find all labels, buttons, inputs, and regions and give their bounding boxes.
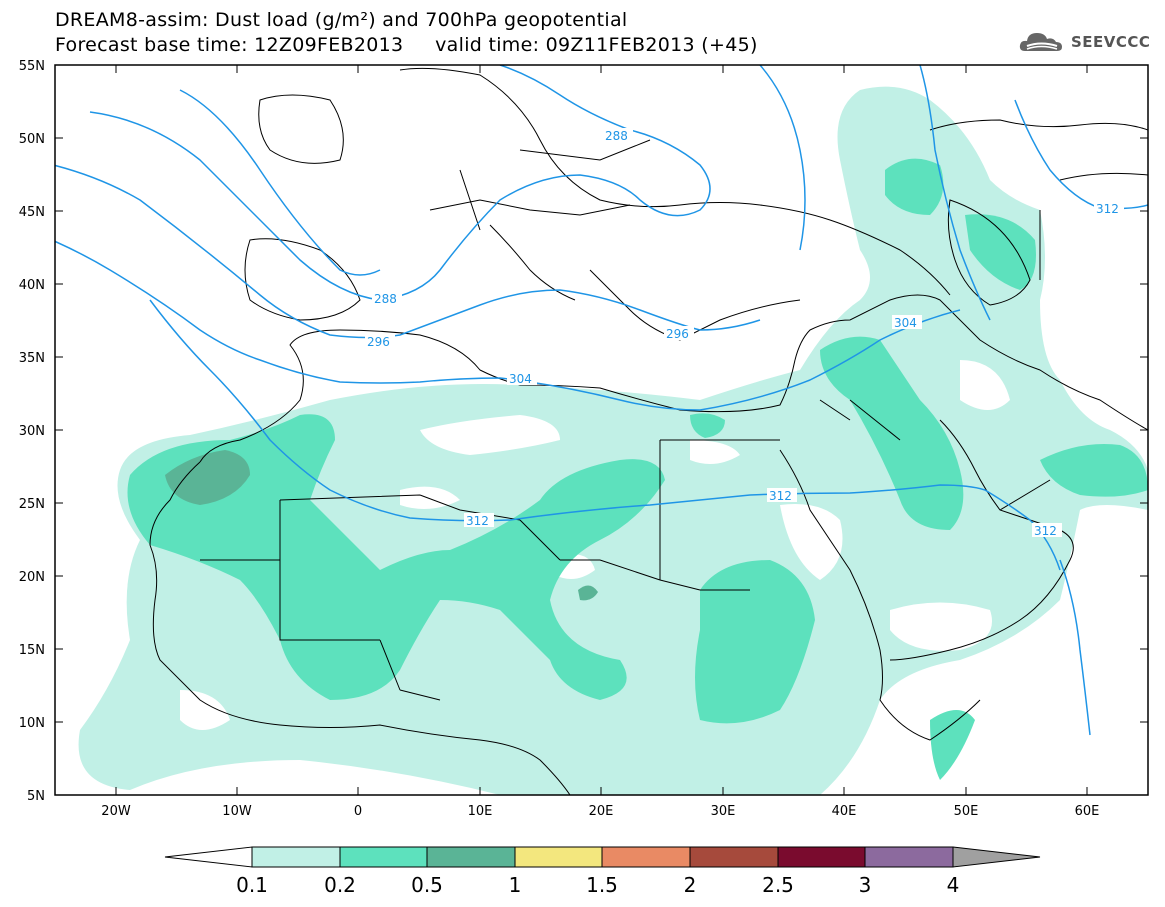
lat-label: 10N xyxy=(19,716,45,731)
lat-label: 50N xyxy=(19,132,45,147)
colorbar-label: 0.1 xyxy=(236,873,268,897)
map-title-line-2: Forecast base time: 12Z09FEB2013 valid t… xyxy=(55,34,758,56)
colorbar-min-arrow xyxy=(164,846,253,868)
contour-label: 304 xyxy=(894,316,917,330)
contour-label: 312 xyxy=(466,514,489,528)
colorbar-swatch xyxy=(864,846,954,868)
lon-label: 10E xyxy=(468,804,493,819)
colorbar-swatch xyxy=(777,846,866,868)
cloud-logo-icon xyxy=(1019,33,1062,51)
colorbar-swatch xyxy=(339,846,428,868)
dust-mid-areas xyxy=(127,158,1148,780)
lat-label: 30N xyxy=(19,424,45,439)
lat-label: 5N xyxy=(27,789,45,804)
colorbar-labels: 0.1 0.2 0.5 1 1.5 2 2.5 3 4 xyxy=(236,873,959,897)
lon-label: 0 xyxy=(354,804,362,819)
lat-label: 45N xyxy=(19,205,45,220)
colorbar-swatch xyxy=(689,846,779,868)
map-content: 288 288 296 296 304 304 312 312 312 312 xyxy=(55,65,1148,795)
contour-label: 312 xyxy=(1096,202,1119,216)
colorbar-label: 1 xyxy=(509,873,522,897)
dust-high-areas xyxy=(165,450,598,601)
lon-label: 60E xyxy=(1075,804,1100,819)
colorbar-swatch xyxy=(601,846,691,868)
colorbar-label: 1.5 xyxy=(586,873,618,897)
lat-label: 15N xyxy=(19,643,45,658)
contour-labels: 288 288 296 296 304 304 312 312 312 312 xyxy=(365,128,1124,538)
lat-label: 35N xyxy=(19,351,45,366)
lon-label: 20W xyxy=(101,804,131,819)
lon-label: 20E xyxy=(589,804,614,819)
colorbar-max-arrow xyxy=(952,846,1041,868)
colorbar xyxy=(164,846,1041,868)
coastlines-borders xyxy=(149,67,1148,795)
lon-label: 50E xyxy=(954,804,979,819)
colorbar-label: 0.2 xyxy=(324,873,356,897)
contour-label: 304 xyxy=(509,372,532,386)
contour-label: 288 xyxy=(374,292,397,306)
colorbar-swatch xyxy=(426,846,516,868)
longitude-axis xyxy=(115,65,1088,795)
colorbar-swatch xyxy=(251,846,341,868)
contour-label: 288 xyxy=(605,129,628,143)
lat-label: 55N xyxy=(19,59,45,74)
contour-label: 296 xyxy=(666,327,689,341)
colorbar-label: 2.5 xyxy=(762,873,794,897)
lon-label: 30E xyxy=(711,804,736,819)
colorbar-swatch xyxy=(514,846,603,868)
lon-label: 40E xyxy=(832,804,857,819)
colorbar-label: 3 xyxy=(859,873,872,897)
latitude-labels: 55N 50N 45N 40N 35N 30N 25N 20N 15N 10N … xyxy=(19,59,45,804)
contour-label: 296 xyxy=(367,335,390,349)
contour-label: 312 xyxy=(1034,524,1057,538)
lon-label: 10W xyxy=(222,804,252,819)
dust-clear-holes xyxy=(180,360,1010,730)
lat-label: 40N xyxy=(19,278,45,293)
longitude-labels: 20W 10W 0 10E 20E 30E 40E 50E 60E xyxy=(101,804,1099,819)
colorbar-label: 4 xyxy=(947,873,960,897)
map-title-line-1: DREAM8-assim: Dust load (g/m²) and 700hP… xyxy=(55,9,628,31)
contour-label: 312 xyxy=(769,489,792,503)
lat-label: 20N xyxy=(19,570,45,585)
colorbar-label: 2 xyxy=(684,873,697,897)
colorbar-label: 0.5 xyxy=(411,873,443,897)
lat-label: 25N xyxy=(19,497,45,512)
latitude-axis xyxy=(55,64,1148,723)
logo-text: SEEVCCC xyxy=(1071,33,1151,51)
seevccc-logo: SEEVCCC xyxy=(1017,24,1157,60)
